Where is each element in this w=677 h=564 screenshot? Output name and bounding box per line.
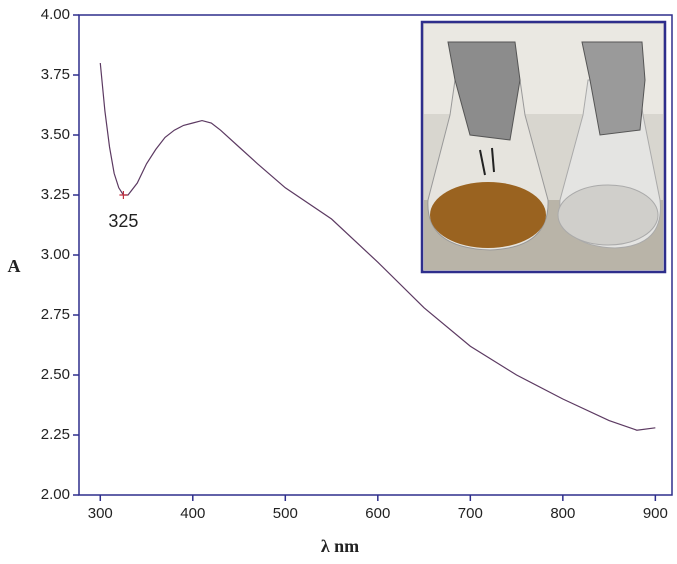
annotation: 325 [108,211,138,231]
x-tick-label: 900 [643,505,668,522]
y-tick-label: 3.25 [41,186,70,203]
y-tick-label: 2.25 [41,426,70,443]
y-tick-label: 4.00 [41,6,70,23]
x-axis-label: λ nm [321,536,359,556]
x-tick-label: 400 [180,505,205,522]
y-axis-label: A [8,256,21,276]
y-tick-label: 2.50 [41,366,70,383]
x-tick-label: 300 [88,505,113,522]
data-line [99,62,656,431]
x-tick-label: 700 [458,505,483,522]
x-tick-label: 500 [273,505,298,522]
y-tick-label: 3.75 [41,66,70,83]
y-tick-label: 3.00 [41,246,70,263]
y-tick-label: 2.75 [41,306,70,323]
y-tick-label: 3.50 [41,126,70,143]
x-tick-label: 600 [365,505,390,522]
inset-photo [420,20,667,274]
y-tick-label: 2.00 [41,486,70,503]
annotation-marker [119,191,128,199]
x-tick-label: 800 [550,505,575,522]
